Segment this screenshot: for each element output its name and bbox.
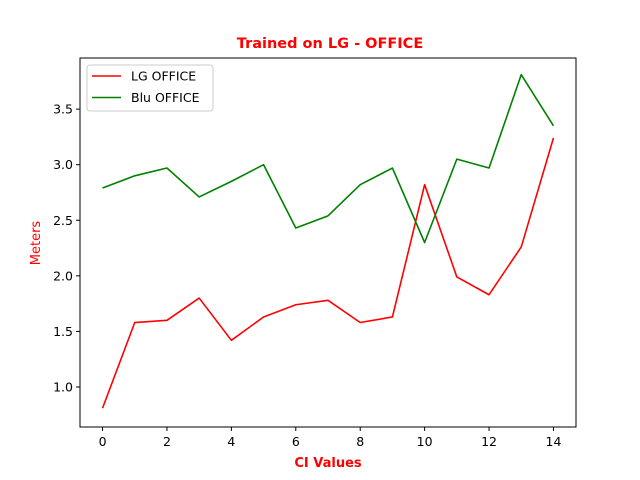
legend: LG OFFICE Blu OFFICE bbox=[86, 64, 214, 112]
series-line-1 bbox=[101, 137, 555, 409]
x-tick-label: 14 bbox=[546, 434, 562, 449]
y-tick-label: 1.5 bbox=[53, 324, 73, 339]
x-tick-label: 8 bbox=[356, 434, 364, 449]
x-tick-label: 2 bbox=[163, 434, 171, 449]
series-line-2 bbox=[102, 73, 555, 244]
plot-area bbox=[79, 57, 577, 428]
legend-label-2: Blu OFFICE bbox=[131, 90, 200, 105]
series-layer bbox=[101, 73, 555, 409]
x-tick-label: 12 bbox=[481, 434, 497, 449]
x-tick-label: 4 bbox=[227, 434, 235, 449]
x-axis: 0 2 4 6 8 10 12 14 bbox=[99, 427, 562, 449]
y-tick-label: 3.0 bbox=[53, 157, 73, 172]
y-tick-label: 1.0 bbox=[53, 379, 73, 394]
plot-frame bbox=[79, 57, 577, 428]
y-axis: 1.0 1.5 2.0 2.5 3.0 3.5 bbox=[53, 102, 80, 394]
x-tick-label: 6 bbox=[292, 434, 300, 449]
y-tick-label: 2.0 bbox=[53, 268, 73, 283]
y-axis-label: Meters bbox=[29, 221, 44, 266]
y-tick-label: 2.5 bbox=[53, 213, 73, 228]
chart-title: Trained on LG - OFFICE bbox=[237, 36, 423, 52]
legend-label-1: LG OFFICE bbox=[131, 69, 196, 84]
x-axis-label: CI Values bbox=[294, 456, 362, 471]
x-tick-label: 0 bbox=[99, 434, 107, 449]
x-tick-label: 10 bbox=[417, 434, 433, 449]
y-tick-label: 3.5 bbox=[53, 102, 73, 117]
